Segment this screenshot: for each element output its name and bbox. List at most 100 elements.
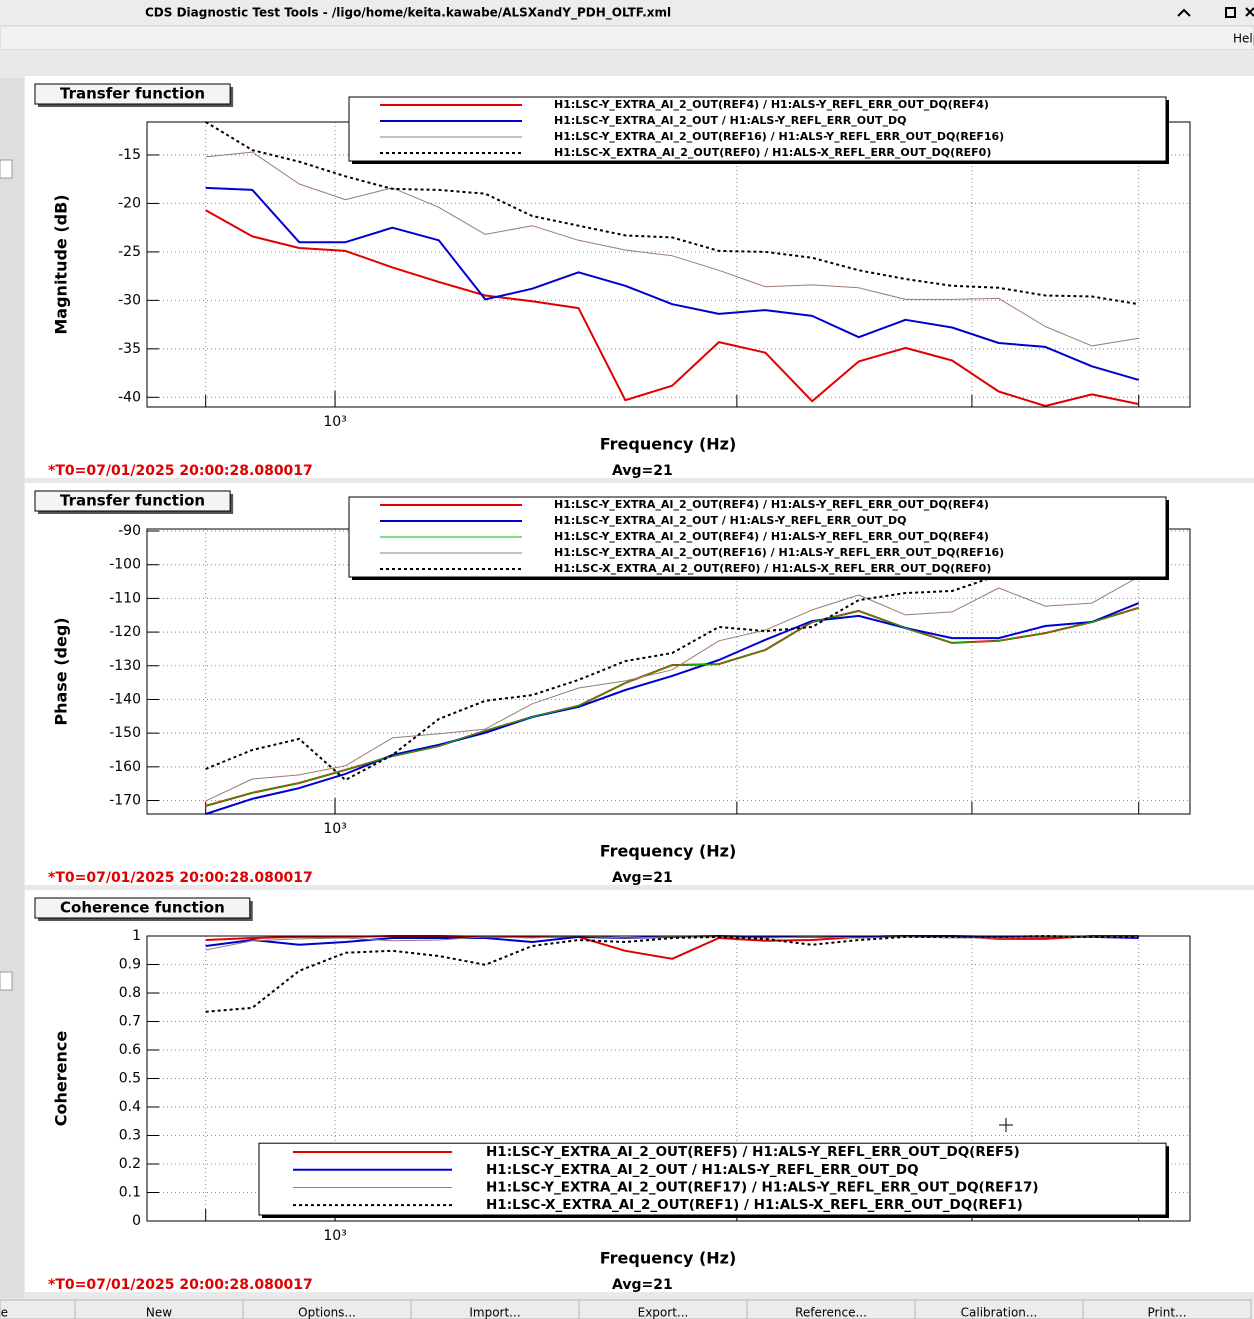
y-tick-label: -90 (118, 523, 141, 539)
y-tick-label: 0.5 (119, 1071, 141, 1087)
toolbar-button-label[interactable]: Options... (298, 1306, 356, 1319)
average-count: Avg=21 (612, 1277, 673, 1293)
y-tick-label: 0.7 (119, 1014, 141, 1030)
x-tick-label: 10³ (323, 1228, 346, 1244)
start-time: *T0=07/01/2025 20:00:28.080017 (48, 870, 313, 886)
y-tick-label: -110 (109, 590, 141, 606)
legend-label: H1:LSC-X_EXTRA_AI_2_OUT(REF0) / H1:ALS-X… (554, 146, 991, 159)
legend: H1:LSC-Y_EXTRA_AI_2_OUT(REF5) / H1:ALS-Y… (258, 1142, 1169, 1218)
panel-background (25, 890, 1254, 1292)
start-time: *T0=07/01/2025 20:00:28.080017 (48, 463, 313, 479)
title-bar (0, 0, 1254, 26)
toolbar-button-label[interactable]: Import... (469, 1306, 520, 1319)
legend-label: H1:LSC-Y_EXTRA_AI_2_OUT(REF4) / H1:ALS-Y… (554, 498, 989, 511)
legend-label: H1:LSC-Y_EXTRA_AI_2_OUT(REF16) / H1:ALS-… (554, 546, 1004, 559)
y-tick-label: 0.1 (119, 1185, 141, 1201)
y-tick-label: 0.6 (119, 1042, 141, 1058)
series-line (205, 576, 1139, 802)
chart-group: Transfer function -40 -35 -30 -25 -20 -15 10³ H1… (25, 76, 1254, 1293)
chart-panel: Coherence function 0 0.1 0.2 0.3 0.4 0.5 0.6 0.7… (25, 890, 1254, 1293)
toolbar-button-label[interactable]: Calibration... (961, 1306, 1038, 1319)
series-line (205, 121, 1139, 306)
chart-title: Coherence function (60, 899, 225, 917)
legend-label: H1:LSC-Y_EXTRA_AI_2_OUT / H1:ALS-Y_REFL_… (554, 514, 906, 527)
y-tick-label: 0.4 (119, 1099, 141, 1115)
tab-strip (0, 50, 1254, 78)
cursor (999, 1118, 1013, 1132)
legend-box (348, 96, 1167, 162)
menu-bar (0, 25, 1254, 51)
legend-label: H1:LSC-Y_EXTRA_AI_2_OUT(REF4) / H1:ALS-Y… (554, 530, 989, 543)
toolbar-button-label[interactable]: Print... (1147, 1306, 1186, 1319)
average-count: Avg=21 (612, 463, 673, 479)
y-tick-label: -100 (109, 557, 141, 573)
toolbar-button[interactable] (0, 1299, 76, 1319)
legend-label: H1:LSC-Y_EXTRA_AI_2_OUT(REF16) / H1:ALS-… (554, 130, 1004, 143)
window-title: CDS Diagnostic Test Tools - /ligo/home/k… (145, 6, 671, 21)
y-axis-label: Phase (deg) (52, 617, 71, 725)
maximize-button[interactable] (1177, 8, 1191, 17)
toolbar-button-label[interactable]: e (1, 1306, 8, 1319)
legend: H1:LSC-Y_EXTRA_AI_2_OUT(REF4) / H1:ALS-Y… (348, 96, 1169, 164)
series-line (205, 186, 1139, 381)
series-line (205, 935, 1139, 951)
chart-panel: Transfer function -40 -35 -30 -25 -20 -15 10³ H1… (25, 76, 1254, 479)
series-line (205, 602, 1140, 815)
legend-label: H1:LSC-Y_EXTRA_AI_2_OUT / H1:ALS-Y_REFL_… (486, 1162, 919, 1178)
series-line (205, 935, 1139, 1013)
y-tick-label: 0.9 (119, 957, 141, 973)
y-tick-label: -150 (109, 725, 141, 741)
chart-title: Transfer function (60, 492, 205, 510)
legend-label: H1:LSC-Y_EXTRA_AI_2_OUT / H1:ALS-Y_REFL_… (554, 114, 906, 127)
x-axis-label: Frequency (Hz) (600, 1249, 737, 1268)
toolbar-button-label[interactable]: Reference... (795, 1306, 867, 1319)
button-group: e New Options... Import... Export... Referenc… (0, 1299, 1252, 1319)
y-axis-label: Coherence (52, 1031, 71, 1127)
legend-label: H1:LSC-Y_EXTRA_AI_2_OUT(REF4) / H1:ALS-Y… (554, 98, 989, 111)
y-tick-label: -35 (118, 341, 141, 357)
menu-help[interactable]: Help (1233, 32, 1254, 46)
series-line (205, 151, 1139, 347)
toolbar-button[interactable] (1082, 1299, 1252, 1319)
start-time: *T0=07/01/2025 20:00:28.080017 (48, 1277, 313, 1293)
series-line (205, 607, 1139, 807)
y-tick-label: -20 (118, 195, 141, 211)
legend-label: H1:LSC-Y_EXTRA_AI_2_OUT(REF5) / H1:ALS-Y… (486, 1144, 1020, 1160)
average-count: Avg=21 (612, 870, 673, 886)
y-tick-label: -120 (109, 624, 141, 640)
y-tick-label: 0.2 (119, 1156, 141, 1172)
series-line (205, 209, 1139, 407)
y-tick-label: -170 (109, 793, 141, 809)
sidebar-combo[interactable] (0, 159, 13, 179)
y-tick-label: -140 (109, 691, 141, 707)
legend: H1:LSC-Y_EXTRA_AI_2_OUT(REF4) / H1:ALS-Y… (348, 496, 1169, 580)
legend-label: H1:LSC-Y_EXTRA_AI_2_OUT(REF17) / H1:ALS-… (486, 1179, 1039, 1195)
y-tick-label: 1 (132, 928, 141, 944)
chart-panel: Transfer function -170 -160 -150 -140 -130 -12… (25, 483, 1254, 886)
legend-label: H1:LSC-X_EXTRA_AI_2_OUT(REF0) / H1:ALS-X… (554, 562, 991, 575)
y-tick-label: -130 (109, 658, 141, 674)
chart-title: Transfer function (60, 85, 205, 103)
series-line (205, 550, 1139, 781)
restore-button[interactable] (1225, 7, 1236, 18)
y-tick-label: -25 (118, 244, 141, 260)
y-tick-label: -160 (109, 759, 141, 775)
close-button[interactable] (1245, 7, 1254, 17)
y-tick-label: -40 (118, 389, 141, 405)
toolbar-button-label[interactable]: Export... (638, 1306, 689, 1319)
sidebar-combo[interactable] (0, 971, 13, 991)
x-axis-label: Frequency (Hz) (600, 842, 737, 861)
x-axis-label: Frequency (Hz) (600, 435, 737, 454)
legend-box (258, 1142, 1167, 1216)
y-tick-label: 0.3 (119, 1128, 141, 1144)
y-tick-label: 0 (132, 1213, 141, 1229)
y-tick-label: -15 (118, 147, 141, 163)
plot-frame (146, 935, 1191, 1222)
toolbar-button-label[interactable]: New (146, 1306, 172, 1319)
left-sidebar (0, 78, 24, 1298)
x-tick-label: 10³ (323, 414, 346, 430)
y-axis-label: Magnitude (dB) (52, 194, 71, 334)
title-box (34, 83, 231, 105)
